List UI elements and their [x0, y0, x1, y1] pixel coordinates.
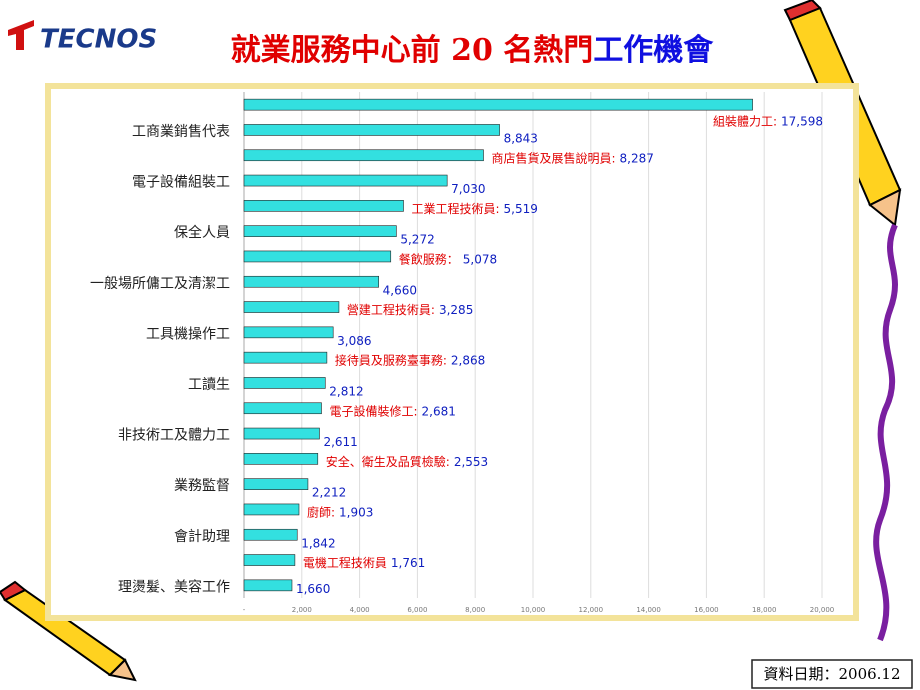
bar: [243, 478, 309, 490]
bar: [243, 301, 340, 313]
bar-annotation: 餐飲服務： 5,078: [399, 251, 497, 266]
annotation-label: 接待員及服務臺事務:: [335, 352, 447, 367]
bar: [243, 351, 328, 364]
value-label: 8,287: [620, 151, 654, 165]
x-tick-label: 10,000: [521, 606, 546, 614]
x-tick-label: 8,000: [465, 606, 485, 614]
bar-annotation: 安全、衛生及品質檢驗: 2,553: [326, 453, 488, 468]
bar-annotation: 電機工程技術員 1,761: [303, 555, 425, 570]
value-label: 2,212: [312, 486, 346, 500]
y-tick-label: 保全人員: [174, 224, 230, 241]
title-part: 就業服務中心前 20 名熱門: [231, 33, 594, 68]
value-label: 3,285: [439, 303, 473, 317]
logo: TECNOS: [40, 25, 157, 55]
bar-annotation: 接待員及服務臺事務: 2,868: [335, 352, 485, 367]
y-tick-label: 工商業銷售代表: [132, 124, 230, 140]
date-box: [751, 659, 913, 689]
value-label: 8,843: [504, 131, 538, 145]
value-label: 5,078: [463, 252, 497, 266]
bar: [243, 326, 334, 339]
bar-annotation: 廚師: 1,903: [307, 504, 373, 519]
bar: [243, 453, 319, 465]
annotation-label: 電子設備裝修工:: [329, 403, 417, 418]
title-part: 工作機會: [593, 33, 714, 68]
x-tick-label: 20,000: [810, 606, 835, 614]
bar: [243, 554, 296, 566]
x-tick-label: 2,000: [292, 606, 312, 614]
annotation-label: 組裝體力工:: [713, 114, 777, 128]
value-label: 2,681: [422, 404, 456, 418]
annotation-label: 營建工程技術員:: [347, 302, 435, 317]
y-tick-label: 一般場所傭工及清潔工: [90, 276, 230, 292]
x-tick-label: 16,000: [694, 606, 719, 614]
value-label: 2,812: [329, 384, 363, 398]
x-tick-label: 4,000: [350, 606, 370, 614]
value-label: 1,660: [296, 582, 330, 596]
pencil-bottom-left: [0, 580, 137, 682]
bar: [243, 528, 298, 541]
bar: [243, 200, 404, 212]
annotation-label: 餐飲服務：: [399, 251, 459, 266]
value-label: 7,030: [451, 182, 485, 196]
bar-annotation: 營建工程技術員: 3,285: [347, 302, 473, 317]
x-tick-label: 6,000: [407, 606, 427, 614]
bar: [243, 225, 397, 237]
value-label: 1,903: [339, 505, 373, 519]
y-tick-label: 業務監督: [174, 477, 230, 494]
annotation-label: 工業工程技術員:: [411, 200, 499, 215]
x-tick-label: -: [243, 606, 246, 614]
annotation-label: 電機工程技術員: [303, 555, 387, 570]
value-label: 4,660: [383, 283, 417, 297]
value-label: 2,553: [454, 454, 488, 468]
y-tick-label: 非技術工及體力工: [118, 428, 230, 444]
title: 就業服務中心前 20 名熱門工作機會: [231, 33, 715, 68]
bar: [243, 124, 500, 136]
x-tick-label: 18,000: [752, 606, 777, 614]
bar-annotation: 電子設備裝修工: 2,681: [329, 403, 455, 418]
chart-frame: [45, 83, 859, 621]
y-tick-label: 電子設備組裝工: [132, 175, 230, 191]
value-label: 3,086: [337, 334, 371, 348]
bar: [243, 579, 293, 592]
bar-annotation: 商店售貨及展售說明員: 8,287: [491, 150, 653, 165]
bar: [243, 149, 484, 162]
annotation-label: 安全、衛生及品質檢驗:: [326, 453, 450, 468]
value-label: 17,598: [781, 114, 823, 128]
squiggle: [873, 223, 898, 642]
bar-annotation: 組裝體力工: 17,598: [713, 114, 823, 128]
value-label: 2,868: [451, 353, 485, 367]
value-label: 1,761: [391, 556, 425, 570]
bar: [243, 377, 326, 389]
bar: [243, 503, 300, 516]
bar: [243, 174, 448, 187]
value-label: 1,842: [301, 536, 335, 550]
date-note: 資料日期：2006.12: [763, 665, 900, 683]
value-label: 5,272: [400, 233, 434, 247]
x-tick-label: 14,000: [636, 606, 661, 614]
annotation-label: 廚師:: [307, 504, 335, 519]
value-label: 5,519: [504, 201, 538, 215]
bar: [243, 98, 753, 111]
y-tick-label: 理燙髮、美容工作: [118, 578, 230, 595]
bar: [243, 275, 379, 288]
x-tick-label: 12,000: [579, 606, 604, 614]
bar-annotation: 工業工程技術員: 5,519: [411, 200, 537, 215]
y-tick-label: 工讀生: [188, 377, 230, 393]
bar: [243, 427, 320, 440]
bar: [243, 250, 392, 263]
value-label: 2,611: [323, 435, 357, 449]
y-tick-label: 工具機操作工: [146, 326, 230, 342]
annotation-label: 商店售貨及展售說明員:: [491, 150, 615, 165]
bar: [243, 402, 322, 415]
logo-mark: [8, 20, 34, 50]
y-tick-label: 會計助理: [174, 529, 230, 545]
